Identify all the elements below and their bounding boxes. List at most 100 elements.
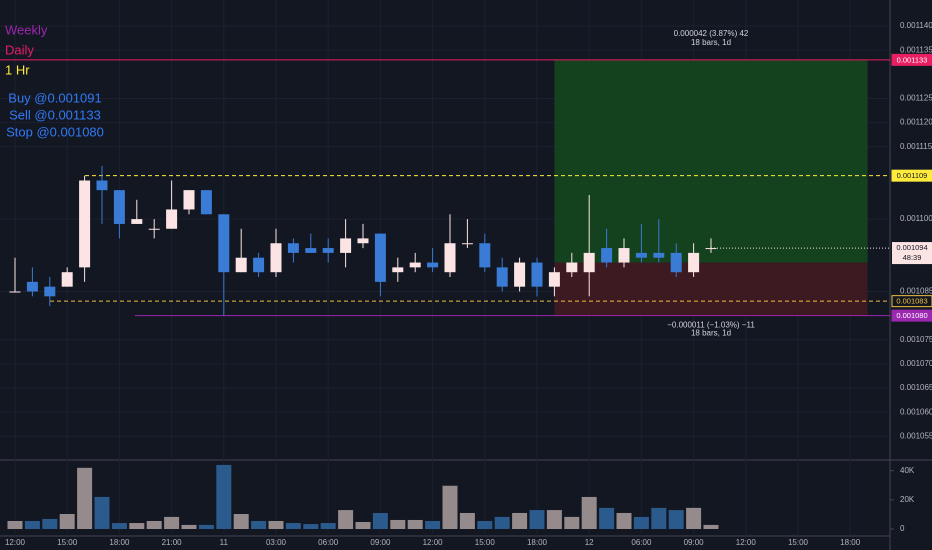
legend-entry: Daily [5,42,34,57]
y-tick-label: 0.001085 [900,287,932,296]
position-profit-label: 0.000042 (3.87%) 42 [674,29,749,38]
x-tick-label: 06:00 [631,538,652,547]
level-badge-label: 0.001083 [896,297,927,306]
volume-bar [442,485,458,529]
volume-bar [633,516,649,529]
y-tick-label: 0.001140 [900,21,932,30]
volume-bar [24,520,40,529]
position-profit-zone [554,59,868,263]
volume-bar [546,510,562,529]
candle-body [218,214,230,273]
volume-bar [459,512,475,529]
candle-body [322,248,334,253]
volume-bar [59,513,75,529]
candle-body [131,219,143,224]
level-badge [891,309,932,322]
volume-bar [581,496,597,529]
volume-bar [686,507,702,529]
volume-bar [512,512,528,529]
x-tick-label: 15:00 [57,538,78,547]
current-price-badge [892,242,932,265]
candle-body [409,262,421,268]
x-tick-label: 06:00 [318,538,339,547]
candle-body [270,243,282,273]
candle-body [635,252,647,258]
x-tick-label: 18:00 [109,538,130,547]
candle-body [357,238,369,244]
volume-bar [477,520,493,529]
position-loss-bars: 18 bars, 1d [691,329,731,338]
candle-body [235,257,247,273]
volume-bar [651,507,667,529]
legend-entry: 1 Hr [5,62,30,77]
candle-body [26,281,38,292]
volume-bar [129,523,145,529]
countdown-label: 48:39 [903,253,922,262]
volume-bar [390,519,406,529]
candle-body [670,252,682,273]
candle-body [427,262,439,268]
y-tick-label: 0.001055 [900,431,932,440]
volume-bar [111,523,127,529]
level-badge [891,53,932,66]
y-tick-label: 0.001060 [900,407,932,416]
x-tick-label: 03:00 [266,538,287,547]
x-tick-label: 12 [585,538,594,547]
candle-body [688,252,700,273]
level-badge [891,295,932,308]
volume-bar [494,516,510,529]
candle-body [548,272,560,287]
candle-body [566,262,578,273]
volume-tick-label: 0 [900,524,905,533]
volume-bar [164,516,180,529]
volume-bar [529,510,545,529]
candle-body [287,243,299,253]
level-badge-label: 0.001109 [897,171,928,180]
y-tick-label: 0.001065 [900,383,932,392]
current-price-label: 0.001094 [896,243,927,252]
volume-bar [703,524,719,529]
candle-body [305,248,317,253]
candle-body [113,190,125,224]
volume-bar [338,510,354,529]
level-badge-label: 0.001080 [896,311,927,320]
volume-bar [616,512,632,529]
candle-body [392,267,404,273]
candle-body [183,190,195,210]
volume-bar [285,523,301,529]
candle-body [444,243,456,273]
volume-bar [599,507,615,529]
candle-body [461,243,473,245]
volume-bar [564,516,580,529]
volume-bar [42,518,58,529]
x-tick-label: 18:00 [840,538,861,547]
volume-bar [668,510,684,529]
candle-body [148,228,160,230]
volume-bar [251,520,267,529]
candle-body [374,233,386,282]
candle-body [531,262,543,287]
volume-bar [94,496,110,529]
x-tick-label: 21:00 [162,538,183,547]
volume-bar [372,512,388,529]
x-tick-label: 15:00 [475,538,496,547]
candle-body [61,272,73,287]
volume-bar [268,520,284,529]
candle-body [44,286,56,297]
candle-body [514,262,526,287]
y-tick-label: 0.001100 [900,214,932,223]
candle-body [9,291,21,293]
y-tick-label: 0.001120 [900,118,932,127]
x-tick-label: 18:00 [527,538,548,547]
volume-bar [181,524,197,529]
candle-body [79,180,91,268]
candle-body [96,180,108,191]
order-note: Sell @0.001133 [9,107,101,122]
volume-bar [233,513,249,529]
order-note: Buy @0.001091 [8,90,101,105]
candle-body [479,243,491,268]
position-profit-bars: 18 bars, 1d [691,38,731,47]
volume-bar [146,520,162,529]
x-tick-label: 12:00 [423,538,444,547]
